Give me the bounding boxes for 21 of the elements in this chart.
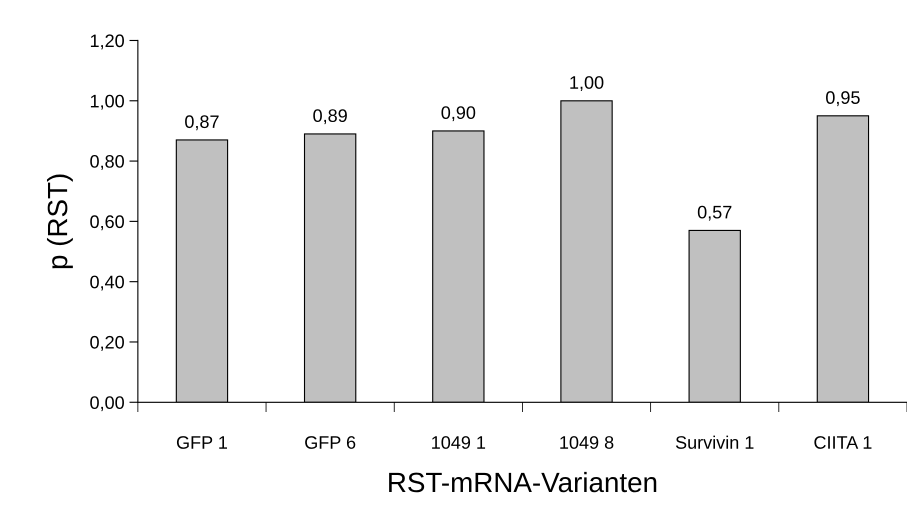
x-tick-label: GFP 1 (176, 436, 228, 449)
x-axis-title: RST-mRNA-Varianten (389, 472, 656, 492)
y-tick-label: 0,40 (90, 276, 124, 291)
data-label: 1,00 (570, 76, 604, 92)
y-tick-label: 0,80 (90, 155, 124, 170)
data-label: 0,89 (313, 109, 347, 124)
data-label: 0,90 (441, 106, 476, 122)
y-tick-label: 0,60 (90, 215, 124, 230)
y-tick-label: 1,00 (90, 94, 124, 110)
x-tick-label: 1049 8 (560, 436, 614, 449)
data-label: 0,87 (185, 115, 219, 130)
x-tick-label: 1049 1 (432, 436, 486, 449)
data-label: 0,57 (698, 206, 732, 221)
data-label: 0,95 (826, 91, 860, 106)
x-tick-label: Survivin 1 (676, 436, 754, 449)
x-tick-label: GFP 6 (305, 436, 356, 449)
y-axis-title: p (RST) (46, 174, 73, 268)
x-tick-label: CIITA 1 (814, 436, 872, 449)
y-tick-label: 1,20 (90, 34, 124, 50)
y-tick-label: 0,00 (90, 396, 124, 412)
y-tick-label: 0,20 (90, 336, 124, 351)
